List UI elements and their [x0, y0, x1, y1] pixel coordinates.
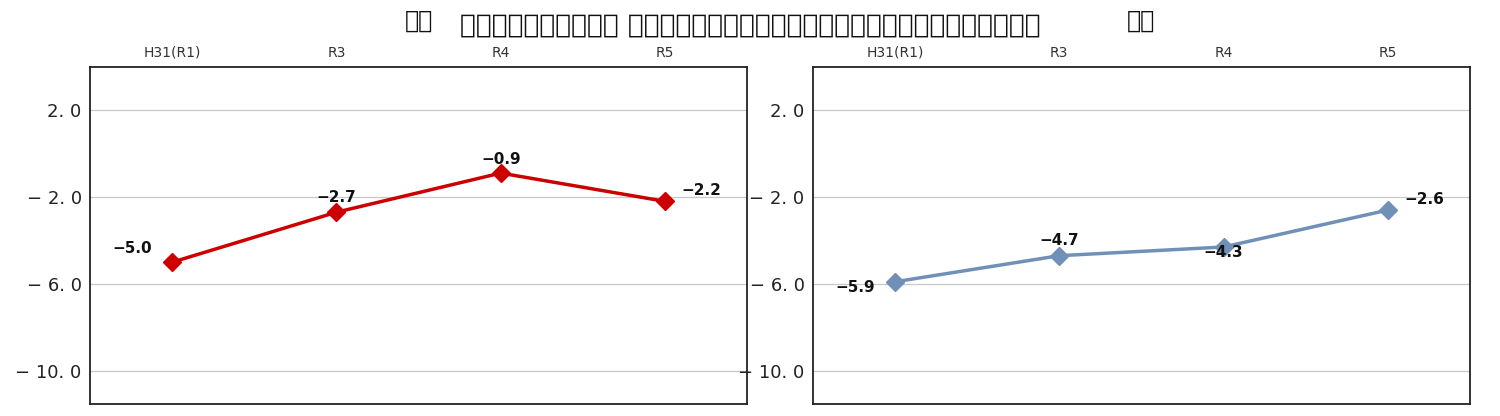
Text: −0.9: −0.9 — [482, 151, 520, 166]
Text: −2.6: −2.6 — [1404, 192, 1444, 207]
Text: −2.2: −2.2 — [681, 183, 722, 198]
Text: −5.9: −5.9 — [836, 280, 876, 295]
Text: −4.7: −4.7 — [1040, 233, 1078, 248]
Title: 国語: 国語 — [405, 9, 432, 33]
Text: ［平均正答率の推移］ 管内の平均正答率－全国（公立）の平均正答率の経年変化: ［平均正答率の推移］ 管内の平均正答率－全国（公立）の平均正答率の経年変化 — [459, 12, 1041, 39]
Text: −5.0: −5.0 — [112, 241, 153, 256]
Title: 算数: 算数 — [1128, 9, 1155, 33]
Text: −4.3: −4.3 — [1204, 245, 1243, 260]
Text: −2.7: −2.7 — [316, 190, 357, 205]
